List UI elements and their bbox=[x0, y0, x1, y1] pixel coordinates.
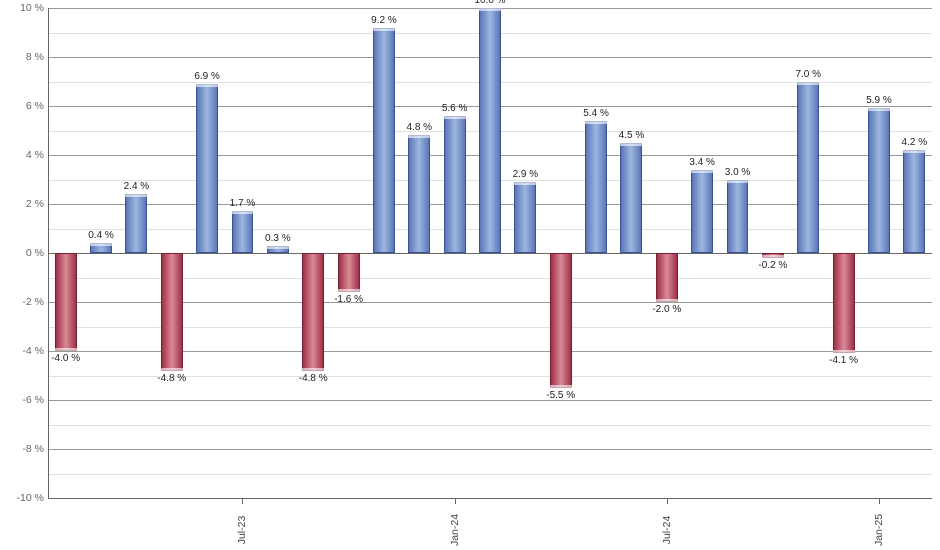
bar-highlight bbox=[620, 143, 642, 146]
bar-value-label: 6.9 % bbox=[194, 71, 220, 84]
y-axis-labels: -10 %-8 %-6 %-4 %-2 %0 %2 %4 %6 %8 %10 % bbox=[0, 8, 48, 498]
bar bbox=[727, 180, 749, 254]
bar-value-label: -2.0 % bbox=[652, 302, 681, 315]
bar-highlight bbox=[868, 108, 890, 111]
bar-value-label: 9.2 % bbox=[371, 15, 397, 28]
y-axis-line bbox=[48, 8, 49, 498]
minor-gridline bbox=[48, 425, 932, 426]
bar-value-label: 3.4 % bbox=[689, 157, 715, 170]
bar-value-label: 2.9 % bbox=[513, 169, 539, 182]
bar-value-label: 4.8 % bbox=[406, 122, 432, 135]
bar-highlight bbox=[585, 121, 607, 124]
y-tick-label: 4 % bbox=[26, 149, 44, 161]
bar bbox=[691, 170, 713, 253]
bar bbox=[161, 253, 183, 371]
bar-highlight bbox=[408, 135, 430, 138]
bar bbox=[479, 8, 501, 253]
bar-value-label: 2.4 % bbox=[124, 181, 150, 194]
bar-highlight bbox=[125, 194, 147, 197]
bar bbox=[550, 253, 572, 388]
y-tick-label: 10 % bbox=[20, 2, 44, 14]
bar-value-label: -1.6 % bbox=[334, 292, 363, 305]
bar-value-label: -4.8 % bbox=[299, 371, 328, 384]
bar-value-label: -5.5 % bbox=[546, 388, 575, 401]
bar-value-label: -0.2 % bbox=[758, 258, 787, 271]
bar-highlight bbox=[232, 211, 254, 214]
bar-value-label: 7.0 % bbox=[795, 69, 821, 82]
bar bbox=[125, 194, 147, 253]
gridline bbox=[48, 449, 932, 450]
x-tick-label: Jul-24 bbox=[661, 516, 673, 545]
y-tick-label: -2 % bbox=[22, 296, 44, 308]
x-tick-label: Jan-25 bbox=[873, 514, 885, 546]
bar bbox=[585, 121, 607, 253]
bar-value-label: 1.7 % bbox=[230, 198, 256, 211]
bar-value-label: 5.9 % bbox=[866, 95, 892, 108]
bar-highlight bbox=[514, 182, 536, 185]
bar bbox=[833, 253, 855, 353]
bar-highlight bbox=[444, 116, 466, 119]
bar-value-label: 5.6 % bbox=[442, 103, 468, 116]
x-tick bbox=[242, 498, 243, 504]
bar-value-label: -4.1 % bbox=[829, 353, 858, 366]
y-tick-label: -10 % bbox=[17, 492, 44, 504]
bar bbox=[408, 135, 430, 253]
y-tick-label: 8 % bbox=[26, 51, 44, 63]
y-tick-label: -4 % bbox=[22, 345, 44, 357]
bar-value-label: 10.0 % bbox=[474, 0, 505, 8]
bar bbox=[373, 28, 395, 253]
bar-value-label: 5.4 % bbox=[583, 108, 609, 121]
bar-value-label: 4.5 % bbox=[619, 130, 645, 143]
y-tick-label: 2 % bbox=[26, 198, 44, 210]
x-tick-label: Jul-23 bbox=[236, 516, 248, 545]
bar-value-label: -4.0 % bbox=[51, 351, 80, 364]
y-tick-label: 6 % bbox=[26, 100, 44, 112]
bar bbox=[797, 82, 819, 254]
bar bbox=[868, 108, 890, 253]
bar-highlight bbox=[691, 170, 713, 173]
y-tick-label: -8 % bbox=[22, 443, 44, 455]
bar-value-label: 0.4 % bbox=[88, 230, 114, 243]
bar bbox=[620, 143, 642, 253]
bar-value-label: -4.8 % bbox=[157, 371, 186, 384]
bar-highlight bbox=[373, 28, 395, 31]
bar-highlight bbox=[727, 180, 749, 183]
x-tick bbox=[455, 498, 456, 504]
bar-highlight bbox=[479, 8, 501, 11]
bar-highlight bbox=[903, 150, 925, 153]
bar-value-label: 4.2 % bbox=[902, 137, 928, 150]
y-tick-label: 0 % bbox=[26, 247, 44, 259]
bar-value-label: 0.3 % bbox=[265, 233, 291, 246]
bar bbox=[196, 84, 218, 253]
bar-highlight bbox=[196, 84, 218, 87]
y-tick-label: -6 % bbox=[22, 394, 44, 406]
bar bbox=[444, 116, 466, 253]
bar bbox=[55, 253, 77, 351]
bar-highlight bbox=[90, 243, 112, 246]
x-tick-label: Jan-24 bbox=[449, 514, 461, 546]
bar bbox=[302, 253, 324, 371]
gridline bbox=[48, 400, 932, 401]
bar bbox=[338, 253, 360, 292]
x-tick bbox=[667, 498, 668, 504]
plot-area: -4.0 % 0.4 % 2.4 % -4.8 % 6.9 % 1.7 % 0.3 % -4.… bbox=[48, 8, 932, 498]
bar-highlight bbox=[267, 246, 289, 249]
bar bbox=[903, 150, 925, 253]
bar-chart: -10 % -8 % -6 % -4 % -2 % 0 % 2 % 4 % 6 % 8 % 10 %… bbox=[0, 0, 940, 550]
bar bbox=[232, 211, 254, 253]
x-tick bbox=[879, 498, 880, 504]
bar-value-label: 3.0 % bbox=[725, 167, 751, 180]
bar bbox=[514, 182, 536, 253]
bar bbox=[656, 253, 678, 302]
minor-gridline bbox=[48, 474, 932, 475]
x-axis-labels: Jul-23 Jan-24 Jul-24 Jan-25 bbox=[48, 498, 932, 550]
bar-highlight bbox=[797, 82, 819, 85]
